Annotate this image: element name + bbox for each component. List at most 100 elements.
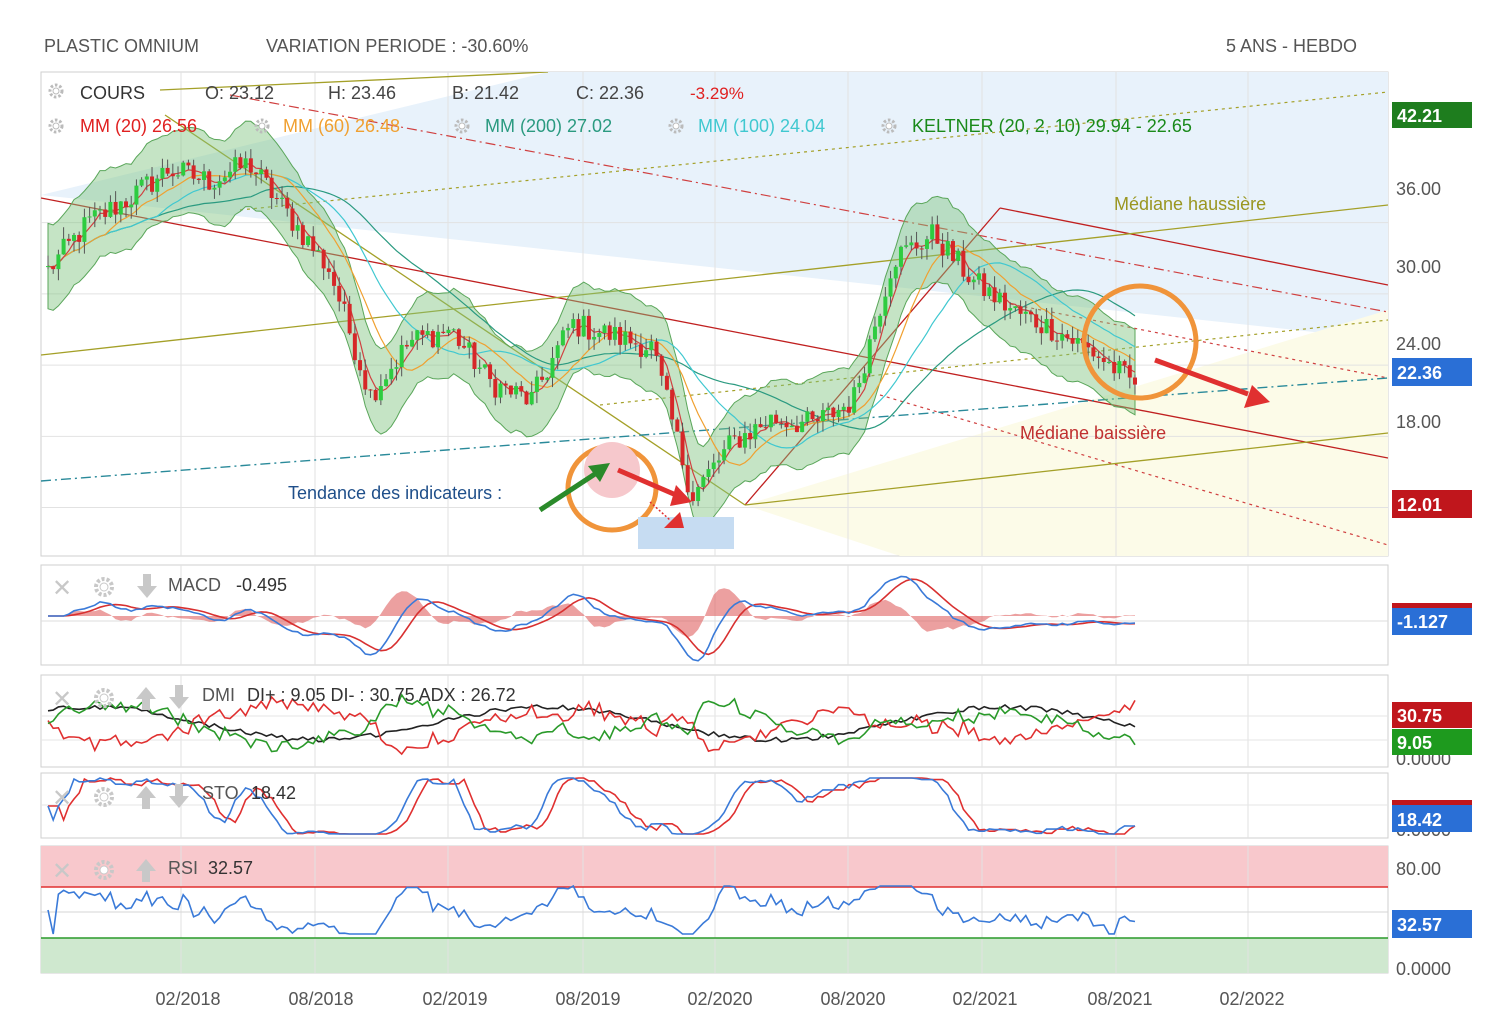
price-panel[interactable]: COURS O: 23.12 H: 23.46 B: 21.42 C: 22.3… bbox=[40, 71, 1472, 557]
rsi-gear-icon[interactable] bbox=[94, 860, 114, 880]
candle-body bbox=[1002, 292, 1007, 311]
mm20-value: 26.56 bbox=[152, 116, 197, 136]
dmi-panel[interactable]: ✕ DMI DI+ : 9.05 DI- : 30.75 ADX : 26.72… bbox=[40, 674, 1472, 769]
period-selector[interactable]: 5 ANS - HEBDO bbox=[1226, 36, 1358, 56]
candle-body bbox=[935, 224, 940, 244]
dmi-close-icon[interactable]: ✕ bbox=[52, 686, 72, 713]
candle-body bbox=[1086, 342, 1091, 348]
candle-body bbox=[914, 242, 919, 249]
rsi-badge: 32.57 bbox=[1392, 910, 1472, 938]
sto-toolbar: ✕ STO 18.42 bbox=[52, 783, 296, 812]
rsi-up-arrow-icon[interactable] bbox=[136, 859, 156, 882]
candle-body bbox=[1060, 334, 1065, 341]
candle-body bbox=[971, 279, 976, 283]
candle-body bbox=[831, 407, 836, 418]
candle-body bbox=[389, 368, 394, 380]
candle-body bbox=[987, 287, 992, 296]
candle-body bbox=[160, 167, 165, 179]
sto-panel[interactable]: ✕ STO 18.42 0.0000 18.42 bbox=[40, 772, 1472, 840]
candle-body bbox=[524, 391, 529, 405]
candle-body bbox=[581, 315, 586, 337]
macd-down-arrow-icon[interactable] bbox=[137, 574, 157, 598]
candle-body bbox=[425, 331, 430, 335]
rsi-label: RSI bbox=[168, 858, 198, 878]
candle-body bbox=[61, 238, 66, 255]
sto-down-arrow-icon[interactable] bbox=[169, 784, 189, 808]
candle-body bbox=[98, 209, 103, 211]
mm20-gear-icon[interactable] bbox=[48, 118, 64, 134]
red-dotted-arrow bbox=[649, 501, 671, 521]
dmi-gear-icon[interactable] bbox=[94, 688, 114, 708]
dmi-down-arrow-icon[interactable] bbox=[169, 685, 189, 709]
keltner-gear-icon[interactable] bbox=[881, 118, 897, 134]
candle-body bbox=[862, 373, 867, 383]
open-value: O: 23.12 bbox=[205, 83, 274, 103]
macd-close-icon[interactable]: ✕ bbox=[52, 575, 72, 602]
cours-gear-icon[interactable] bbox=[48, 83, 64, 99]
candle-body bbox=[545, 377, 550, 380]
di-plus-line bbox=[47, 693, 1136, 753]
candle-body bbox=[633, 343, 638, 345]
high-value: H: 23.46 bbox=[328, 83, 396, 103]
candle-body bbox=[233, 157, 238, 172]
legend-row-2: MM (20) 26.56 MM (60) 26.48 MM (200) 27.… bbox=[48, 116, 1192, 136]
candle-body bbox=[924, 239, 929, 249]
sto-up-arrow-icon[interactable] bbox=[136, 786, 156, 809]
dmi-badge-plus-value: 9.05 bbox=[1397, 733, 1432, 753]
mm100-gear-icon[interactable] bbox=[668, 118, 684, 134]
candle-body bbox=[534, 376, 539, 392]
dmi-up-arrow-icon[interactable] bbox=[136, 687, 156, 710]
x-tick-label: 02/2020 bbox=[687, 989, 752, 1009]
candle-body bbox=[1013, 306, 1018, 309]
macd-value: -0.495 bbox=[236, 575, 287, 595]
candle-body bbox=[997, 292, 1002, 303]
candle-body bbox=[727, 435, 732, 450]
x-tick-label: 08/2018 bbox=[288, 989, 353, 1009]
candle-body bbox=[826, 407, 831, 411]
badge-top: 42.21 bbox=[1392, 102, 1472, 128]
sto-gear-icon[interactable] bbox=[94, 787, 114, 807]
x-tick-label: 02/2021 bbox=[952, 989, 1017, 1009]
candle-body bbox=[961, 250, 966, 277]
mm200-gear-icon[interactable] bbox=[454, 118, 470, 134]
red-down-arrow-icon bbox=[670, 485, 692, 506]
candle-body bbox=[607, 325, 612, 340]
red-dotted-arrow-icon bbox=[664, 512, 684, 528]
indicator-highlight bbox=[584, 442, 640, 498]
candle-body bbox=[248, 158, 253, 173]
candle-body bbox=[555, 345, 560, 358]
candle-body bbox=[774, 414, 779, 423]
change-value: -3.29% bbox=[690, 84, 744, 103]
mm60-name: MM (60) bbox=[283, 116, 350, 136]
candle-body bbox=[92, 210, 97, 217]
sto-badge-value: 18.42 bbox=[1397, 810, 1442, 830]
dmi-badge-minus-value: 30.75 bbox=[1397, 706, 1442, 726]
candle-body bbox=[732, 435, 737, 437]
candle-body bbox=[56, 254, 61, 270]
rsi-panel[interactable]: ✕ RSI 32.57 80.00 0.0000 32.57 bbox=[40, 845, 1472, 979]
candle-body bbox=[623, 331, 628, 345]
rsi-close-icon[interactable]: ✕ bbox=[52, 858, 72, 885]
macd-gear-icon[interactable] bbox=[94, 577, 114, 597]
mm100-value: 24.04 bbox=[780, 116, 825, 136]
sto-close-icon[interactable]: ✕ bbox=[52, 785, 72, 812]
candle-body bbox=[711, 462, 716, 470]
candle-body bbox=[737, 436, 742, 448]
sto-value: 18.42 bbox=[251, 783, 296, 803]
macd-panel[interactable]: ✕ MACD -0.495 -1.127 bbox=[40, 564, 1472, 666]
indicator-box bbox=[638, 517, 734, 549]
candle-body bbox=[228, 171, 233, 178]
candle-body bbox=[1075, 338, 1080, 344]
mm60-gear-icon[interactable] bbox=[254, 118, 270, 134]
candle-body bbox=[992, 287, 997, 303]
candle-body bbox=[264, 169, 269, 178]
candle-body bbox=[701, 476, 706, 487]
badge-bottom-value: 12.01 bbox=[1397, 495, 1442, 515]
candle-body bbox=[784, 423, 789, 428]
candle-body bbox=[243, 158, 248, 169]
x-tick-label: 08/2020 bbox=[820, 989, 885, 1009]
rsi-tick-0: 0.0000 bbox=[1396, 959, 1451, 979]
candle-body bbox=[66, 238, 71, 241]
candle-body bbox=[742, 433, 747, 448]
